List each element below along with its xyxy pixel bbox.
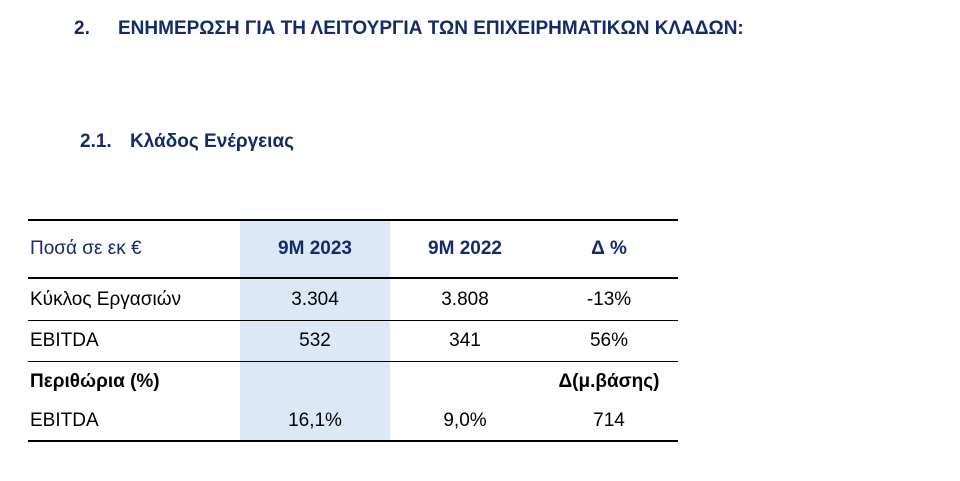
cell-delta: -13%	[540, 278, 678, 321]
margins-label: Περιθώρια (%)	[30, 371, 160, 392]
cell-9m-2022: 341	[390, 320, 540, 362]
row-label: EBITDA	[28, 402, 240, 442]
margins-header-row: Περιθώρια (%) Δ(μ.βάσης)	[28, 361, 678, 403]
cell-9m-2022: 3.808	[390, 278, 540, 321]
margins-delta-bps-label: Δ(μ.βάσης)	[558, 371, 660, 392]
section-heading: 2. ΕΝΗΜΕΡΩΣΗ ΓΙΑ ΤΗ ΛΕΙΤΟΥΡΓΙΑ ΤΩΝ ΕΠΙΧΕΙ…	[74, 18, 744, 40]
subsection-heading: 2.1. Κλάδος Ενέργειας	[80, 131, 294, 153]
table-row: EBITDA 16,1% 9,0% 714	[28, 402, 678, 442]
table-header-row: Ποσά σε εκ € 9M 2023 9M 2022 Δ %	[28, 219, 678, 279]
table-row: Κύκλος Εργασιών 3.304 3.808 -13%	[28, 278, 678, 321]
cell-9m-2023: 16,1%	[240, 402, 390, 442]
energy-results-table: Ποσά σε εκ € 9M 2023 9M 2022 Δ % Κύκλος …	[28, 219, 678, 442]
table-row: EBITDA 532 341 56%	[28, 320, 678, 362]
row-label: Κύκλος Εργασιών	[28, 278, 240, 321]
cell-9m-2023: 3.304	[240, 278, 390, 321]
margins-empty-cell	[390, 362, 540, 403]
cell-delta: 56%	[540, 320, 678, 362]
section-title: ΕΝΗΜΕΡΩΣΗ ΓΙΑ ΤΗ ΛΕΙΤΟΥΡΓΙΑ ΤΩΝ ΕΠΙΧΕΙΡΗ…	[118, 18, 744, 39]
cell-delta-bps: 714	[540, 402, 678, 442]
header-9m-2022: 9M 2022	[390, 219, 540, 279]
subsection-number: 2.1.	[80, 131, 112, 152]
section-number: 2.	[74, 18, 90, 39]
margins-empty-cell	[240, 361, 390, 402]
header-9m-2023: 9M 2023	[240, 219, 390, 279]
row-label: EBITDA	[28, 320, 240, 362]
cell-9m-2023: 532	[240, 320, 390, 362]
header-delta-percent: Δ %	[540, 219, 678, 279]
cell-9m-2022: 9,0%	[390, 402, 540, 442]
subsection-title: Κλάδος Ενέργειας	[130, 131, 295, 152]
header-amounts-label: Ποσά σε εκ €	[28, 219, 240, 279]
